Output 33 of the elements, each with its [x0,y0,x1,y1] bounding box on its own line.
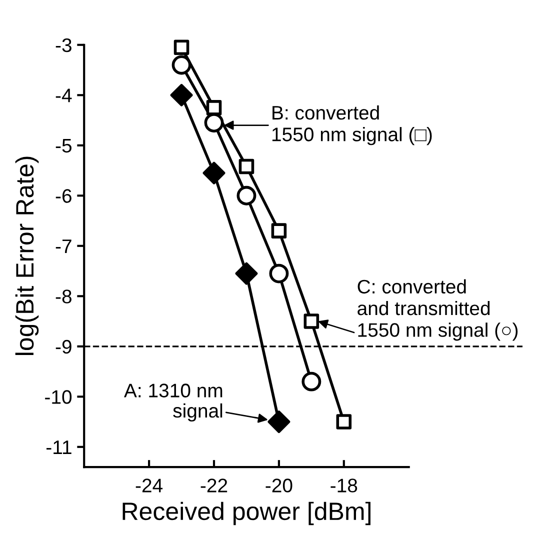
point [302,372,322,392]
annotation: B: converted 1550 nm signal (□) [272,105,432,146]
point [304,314,320,329]
point [235,262,258,285]
point [172,55,192,75]
y-tick-label: -7 [56,240,72,253]
x-tick-label: -18 [330,478,358,492]
point [236,186,256,206]
y-tick-label: -3 [56,38,72,52]
point [238,158,254,174]
x-tick-label: -22 [200,478,228,492]
x-tick-label: -20 [266,478,292,492]
y-tick-label: -6 [56,189,72,203]
point [336,414,352,430]
y-tick-label: -11 [46,440,72,454]
point [206,100,222,116]
point [204,113,224,132]
x-axis-title: Received power [dBm] [122,502,370,526]
y-tick-label: -10 [45,390,72,404]
y-tick-label: -9 [56,340,72,354]
y-tick-label: -5 [56,139,72,153]
x-tick-label: -24 [136,478,163,492]
point [271,223,287,238]
annotation: C: converted and transmitted 1550 nm signal (○) [358,279,518,341]
annotation: A: 1310 nm signal [124,384,222,422]
y-axis-title: log(Bit Error Rate) [15,156,39,355]
point [174,40,190,56]
point [170,84,193,106]
point [268,410,290,434]
y-tick-label: -4 [56,88,72,102]
y-tick-label: -8 [56,290,72,304]
point [269,264,289,284]
point [202,162,226,184]
